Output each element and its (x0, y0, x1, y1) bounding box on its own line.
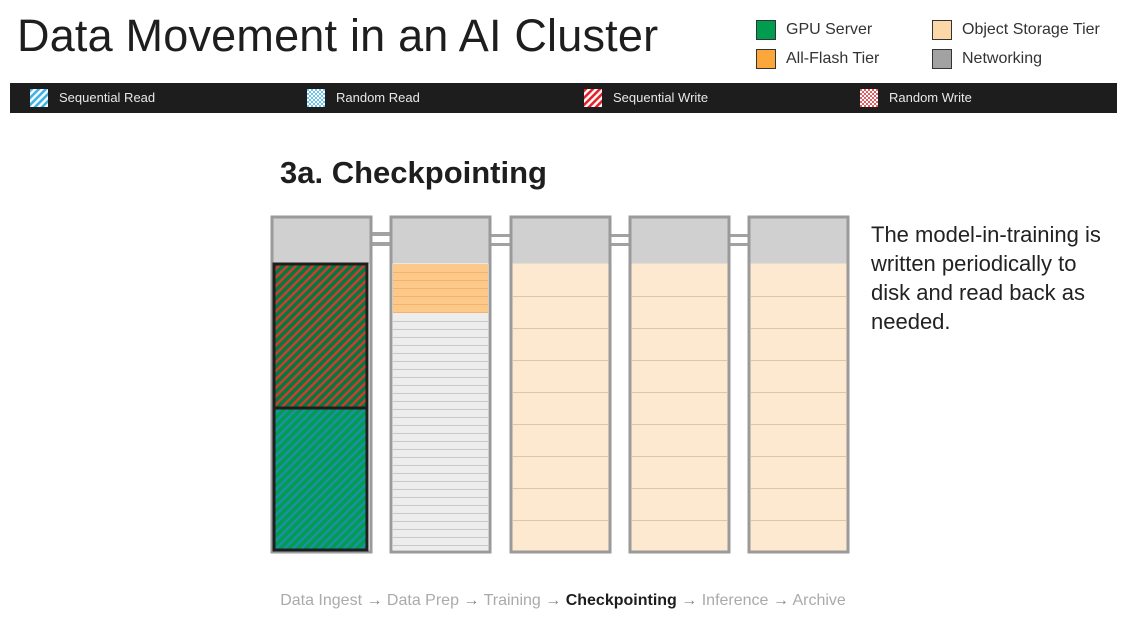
gpu-server-column (270, 215, 373, 554)
object-storage-frame (509, 215, 612, 554)
object-storage-network-cap (750, 218, 847, 264)
sequential-read-icon (30, 89, 48, 107)
object-storage-network-cap (631, 218, 728, 264)
object-storage-column-1 (509, 215, 612, 554)
pipeline-flow: Data Ingest → Data Prep → Training → Che… (0, 592, 1126, 610)
object-storage-frame (628, 215, 731, 554)
pattern-label: Sequential Read (59, 90, 156, 105)
flow-arrow: → (772, 592, 789, 609)
all-flash-idle-region (393, 313, 488, 550)
network-link (490, 234, 510, 237)
object-storage-frame (747, 215, 850, 554)
flow-step: Archive (792, 592, 846, 609)
checkpoint-read-block (272, 406, 369, 552)
network-link (371, 242, 390, 246)
flow-step: Training (483, 592, 541, 609)
random-write-icon (860, 89, 878, 107)
object-storage-drive-lines (632, 296, 727, 521)
object-storage-column-3 (747, 215, 850, 554)
object-storage-column-2 (628, 215, 731, 554)
gpu-server-network-cap (273, 218, 370, 264)
network-link (729, 243, 749, 246)
network-links (371, 232, 749, 246)
legend-label: All-Flash Tier (786, 50, 880, 67)
section-title: 3a. Checkpointing (280, 155, 547, 190)
gpu-server-swatch (756, 20, 776, 40)
object-storage-drive-lines (751, 296, 846, 521)
object-storage-swatch (932, 20, 952, 40)
network-link (729, 234, 749, 237)
flow-arrow: → (366, 592, 383, 609)
networking-swatch (932, 49, 952, 69)
legend-label: Networking (962, 50, 1043, 67)
checkpoint-write-block (272, 262, 369, 410)
page-title: Data Movement in an AI Cluster (17, 10, 659, 61)
object-storage-network-cap (512, 218, 609, 264)
description-text: The model-in-training is written periodi… (871, 222, 1101, 334)
sequential-write-icon (584, 89, 602, 107)
all-flash-tier-column (389, 215, 492, 554)
flow-arrow: → (463, 592, 480, 609)
all-flash-network-cap (392, 218, 489, 264)
object-storage-drive-lines (513, 296, 608, 521)
flow-arrow: → (545, 592, 562, 609)
legend-label: GPU Server (786, 21, 873, 38)
pattern-label: Random Write (889, 90, 972, 105)
flow-step: Data Prep (386, 592, 459, 609)
flow-step: Data Ingest (280, 592, 363, 609)
network-link (610, 234, 629, 237)
random-read-icon (307, 89, 325, 107)
pattern-legend-bar: Sequential Read Random Read Sequential W… (10, 83, 1117, 113)
pattern-label: Random Read (336, 90, 420, 105)
all-flash-drive-lines (393, 272, 488, 546)
legend-label: Object Storage Tier (962, 21, 1100, 38)
network-link (490, 243, 510, 246)
network-link (610, 243, 629, 246)
flow-step-active: Checkpointing (565, 592, 677, 609)
network-link (371, 232, 390, 236)
flow-step: Inference (701, 592, 769, 609)
all-flash-swatch (756, 49, 776, 69)
pattern-label: Sequential Write (613, 90, 709, 105)
flow-arrow: → (681, 592, 698, 609)
